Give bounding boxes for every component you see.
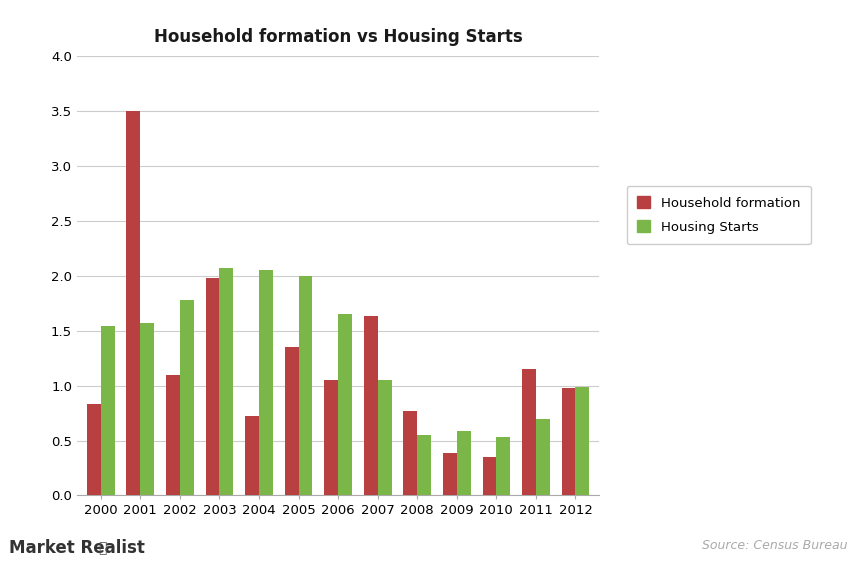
Bar [205,278,219,495]
Bar [180,300,193,495]
Bar [101,327,115,495]
Bar [324,380,338,495]
Bar [299,276,312,495]
Bar [140,323,154,495]
Text: Source: Census Bureau: Source: Census Bureau [702,539,847,552]
Bar [417,435,431,495]
Bar [87,404,101,495]
Text: Market Realist: Market Realist [9,539,145,557]
Bar [245,417,259,495]
Bar [285,347,299,495]
Bar [496,437,510,495]
Bar [562,388,575,495]
Bar [338,314,352,495]
Bar [127,111,140,495]
Legend: Household formation, Housing Starts: Household formation, Housing Starts [627,186,811,244]
Text: ⒠: ⒠ [98,542,107,556]
Bar [457,431,471,495]
Bar [377,380,391,495]
Bar [219,268,234,495]
Bar [522,369,536,495]
Bar [443,453,457,495]
Title: Household formation vs Housing Starts: Household formation vs Housing Starts [154,28,522,46]
Bar [364,316,377,495]
Bar [166,375,180,495]
Bar [403,411,417,495]
Bar [259,270,273,495]
Bar [536,419,550,495]
Bar [483,457,496,495]
Bar [575,387,589,495]
